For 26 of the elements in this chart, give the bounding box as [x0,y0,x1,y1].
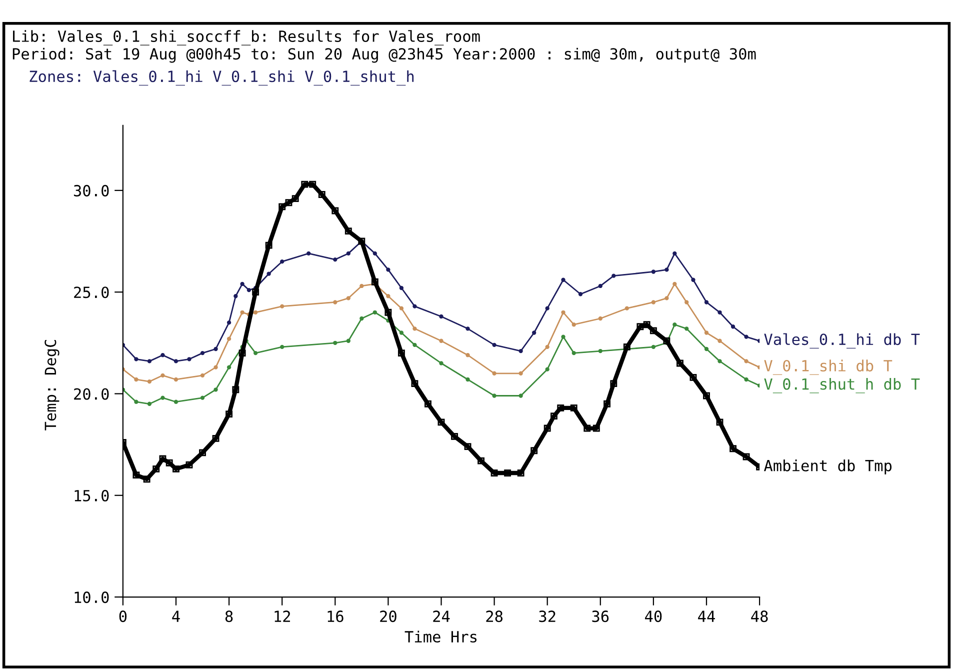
series-label: V_0.1_shi db T [764,360,892,375]
y-axis-title: Temp: DegC [44,340,60,430]
series-label: Vales_0.1_hi db T [764,333,920,349]
y-tick-label: 30.0 [74,184,109,196]
x-tick-label: 32 [539,610,556,622]
y-tick-label: 15.0 [74,490,109,502]
x-tick-label: 12 [274,610,290,622]
x-tick-label: 28 [486,610,503,622]
x-tick-label: 8 [225,610,233,622]
x-tick-label: 20 [380,610,396,622]
x-tick-label: 44 [698,610,715,622]
x-axis-title: Time Hrs [404,630,477,643]
x-tick-label: 0 [119,610,127,622]
y-tick-label: 20.0 [74,388,109,400]
series-label: Ambient db Tmp [764,460,892,474]
x-tick-label: 40 [645,610,662,622]
y-tick-label: 10.0 [74,592,109,604]
x-tick-label: 36 [592,610,609,622]
chart-title: Lib: Vales_0.1_shi_soccff_b: Results for Vales_room Period: Sat 19 Aug @00h45 to: Sun 20 Aug @23h45 Year:2000 : sim@ 30m, output@ 30m [12,30,756,63]
series-label: V_0.1_shut_h db T [764,378,920,394]
x-tick-label: 16 [328,610,344,622]
x-tick-label: 24 [433,610,450,622]
chart-subtitle: Zones: Vales_0.1_hi V_0.1_shi V_0.1_shut_h [30,70,414,86]
y-tick-label: 25.0 [74,286,109,298]
x-tick-label: 48 [751,610,768,622]
x-tick-label: 4 [172,610,180,622]
